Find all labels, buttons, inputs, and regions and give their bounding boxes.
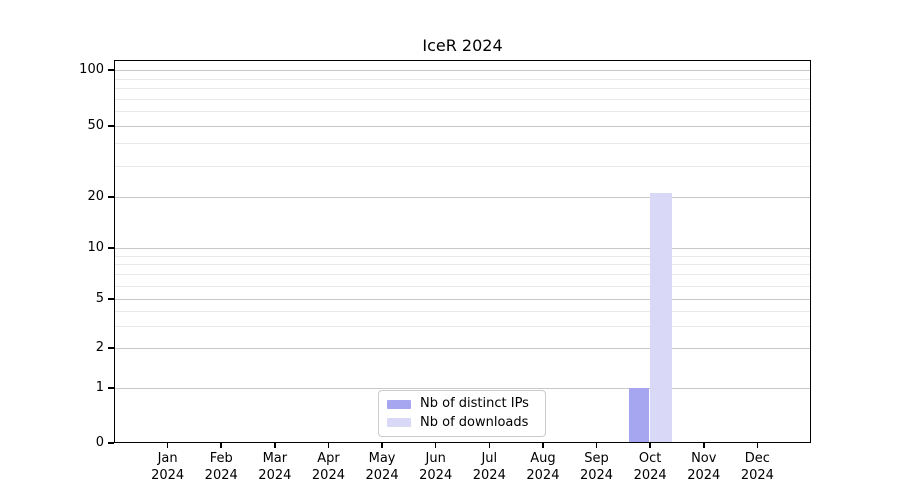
y-tick-label-1: 1 bbox=[95, 380, 104, 395]
x-tick-mark-8 bbox=[542, 443, 544, 448]
x-tick-label-6: Jun 2024 bbox=[419, 451, 453, 483]
x-tick-mark-11 bbox=[703, 443, 705, 448]
x-tick-mark-12 bbox=[756, 443, 759, 448]
x-tick-mark-2 bbox=[220, 443, 222, 448]
gridline-major-1 bbox=[114, 388, 811, 389]
x-tick-label-12: Dec 2024 bbox=[740, 451, 774, 483]
gridline-minor-30 bbox=[114, 165, 811, 167]
x-tick-label-2: Feb 2024 bbox=[204, 451, 238, 483]
legend-swatch-1 bbox=[387, 399, 411, 409]
x-tick-label-8: Aug 2024 bbox=[526, 451, 560, 483]
gridline-minor-90 bbox=[114, 78, 811, 80]
plot-area: Nb of distinct IPs Nb of downloads bbox=[114, 60, 811, 443]
x-tick-label-3: Mar 2024 bbox=[258, 451, 292, 483]
legend-entry-1: Nb of distinct IPs bbox=[387, 395, 537, 413]
y-tick-label-2: 2 bbox=[95, 340, 104, 355]
gridline-minor-8 bbox=[114, 264, 811, 266]
x-tick-label-10: Oct 2024 bbox=[633, 451, 667, 483]
gridline-minor-80 bbox=[114, 88, 811, 90]
y-tick-mark-0 bbox=[108, 442, 114, 444]
bar-nb-of-distinct-ips-10 bbox=[628, 388, 650, 443]
y-tick-label-50: 50 bbox=[87, 118, 104, 133]
gridline-minor-9 bbox=[114, 255, 811, 257]
y-tick-label-100: 100 bbox=[79, 62, 104, 77]
gridline-minor-40 bbox=[114, 143, 811, 145]
x-tick-mark-7 bbox=[488, 443, 491, 448]
x-tick-mark-6 bbox=[434, 443, 437, 448]
legend-label-1: Nb of distinct IPs bbox=[420, 396, 529, 412]
gridline-minor-6 bbox=[114, 285, 811, 287]
x-tick-label-7: Jul 2024 bbox=[472, 451, 506, 483]
gridline-major-5 bbox=[114, 299, 811, 300]
axes-spines bbox=[114, 60, 811, 443]
gridline-major-2 bbox=[114, 348, 811, 349]
gridline-minor-70 bbox=[114, 98, 811, 100]
x-tick-mark-1 bbox=[166, 443, 169, 448]
x-tick-label-11: Nov 2024 bbox=[687, 451, 721, 483]
bar-nb-of-downloads-10 bbox=[649, 193, 672, 443]
legend-label-2: Nb of downloads bbox=[420, 414, 529, 430]
gridline-minor-60 bbox=[114, 111, 811, 113]
legend-entry-2: Nb of downloads bbox=[387, 414, 537, 432]
y-tick-label-5: 5 bbox=[95, 291, 104, 306]
legend: Nb of distinct IPs Nb of downloads bbox=[378, 390, 546, 437]
y-tick-mark-1 bbox=[108, 387, 114, 389]
gridline-minor-4 bbox=[114, 310, 811, 312]
legend-swatch-2 bbox=[387, 418, 411, 428]
x-tick-mark-4 bbox=[327, 443, 330, 448]
gridline-minor-3 bbox=[114, 326, 811, 328]
y-tick-mark-100 bbox=[108, 69, 114, 71]
y-tick-label-20: 20 bbox=[87, 189, 104, 204]
y-tick-mark-50 bbox=[108, 125, 114, 127]
chart-title: IceR 2024 bbox=[422, 36, 503, 55]
x-tick-label-4: Apr 2024 bbox=[311, 451, 345, 483]
gridline-minor-7 bbox=[114, 274, 811, 276]
x-tick-mark-3 bbox=[274, 443, 276, 448]
y-tick-mark-20 bbox=[108, 196, 114, 198]
x-tick-mark-10 bbox=[649, 443, 651, 448]
y-tick-mark-10 bbox=[108, 247, 114, 249]
x-tick-mark-5 bbox=[381, 443, 383, 448]
y-tick-mark-2 bbox=[108, 347, 114, 349]
y-tick-label-0: 0 bbox=[95, 435, 104, 450]
gridline-major-10 bbox=[114, 248, 811, 249]
x-tick-label-1: Jan 2024 bbox=[151, 451, 185, 483]
y-tick-mark-5 bbox=[108, 298, 114, 300]
x-tick-label-9: Sep 2024 bbox=[579, 451, 614, 483]
x-tick-label-5: May 2024 bbox=[365, 451, 399, 483]
gridline-major-100 bbox=[114, 70, 811, 71]
x-tick-mark-9 bbox=[595, 443, 598, 448]
gridline-major-50 bbox=[114, 126, 811, 127]
gridline-major-20 bbox=[114, 197, 811, 198]
y-tick-label-10: 10 bbox=[87, 240, 104, 255]
